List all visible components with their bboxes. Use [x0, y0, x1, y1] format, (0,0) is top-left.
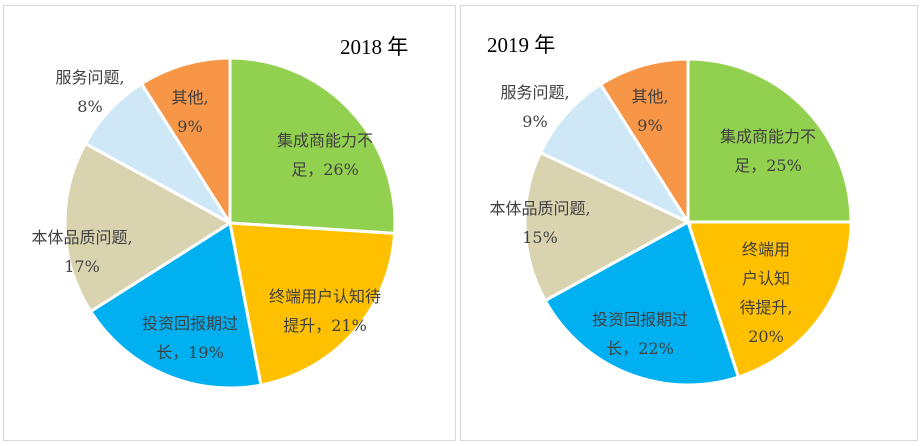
data-label: 本体品质问题, 17%	[31, 228, 132, 276]
data-label: 集成商能力不足，26%	[277, 131, 373, 179]
pie-slice	[523, 150, 692, 303]
data-label-line: 提升，21%	[283, 316, 367, 335]
data-label-line: 足，26%	[291, 160, 359, 179]
pie-2019: 集成商能力不足，25% 终端用户认知待提升, 20% 投资回报期过长，22% 本体品质问…	[489, 57, 853, 387]
pie-slice	[598, 57, 690, 228]
data-label: 服务问题, 9%	[500, 83, 569, 131]
data-label: 终端用户认知待提升，21%	[269, 287, 381, 335]
data-label-line: 集成商能力不	[720, 127, 816, 146]
title-2019: 2019 年	[487, 33, 555, 57]
pie-slice	[88, 220, 263, 390]
pie-2018: 集成商能力不足，26%终端用户认知待提升，21%投资回报期过长，19%本体品质问…	[31, 56, 397, 390]
data-label-line: 待提升,	[739, 298, 792, 317]
data-label-line: 8%	[77, 97, 102, 116]
data-label: 服务问题, 8%	[55, 68, 124, 116]
data-label-line: 长，19%	[156, 343, 224, 362]
pie-slice	[228, 221, 397, 387]
data-label: 其他, 9%	[631, 87, 668, 135]
pie-slice	[686, 57, 853, 224]
data-label-line: 终端用	[742, 240, 790, 259]
data-label-line: 17%	[64, 257, 100, 276]
data-label-line: 本体品质问题,	[31, 228, 132, 247]
data-label-line: 其他,	[631, 87, 668, 106]
data-label-line: 足，25%	[734, 156, 802, 175]
data-label: 本体品质问题, 15%	[489, 199, 590, 247]
pie-slice	[538, 82, 693, 226]
data-label-line: 其他,	[171, 88, 208, 107]
data-label: 集成商能力不足，25%	[720, 127, 816, 175]
data-label: 投资回报期过长，22%	[592, 310, 688, 358]
data-label-line: 15%	[522, 228, 558, 247]
data-label-line: 投资回报期过	[142, 314, 238, 333]
data-label: 其他, 9%	[171, 88, 208, 136]
data-label: 终端用户认知待提升, 20%	[739, 240, 792, 346]
data-label-line: 终端用户认知待	[269, 287, 381, 306]
data-label-line: 9%	[522, 112, 547, 131]
data-label-line: 服务问题,	[500, 83, 569, 102]
title-2018: 2018 年	[340, 35, 408, 59]
data-label-line: 户认知	[742, 269, 790, 288]
pie-slice	[139, 56, 232, 229]
data-label-line: 服务问题,	[55, 68, 124, 87]
data-label: 投资回报期过长，19%	[142, 314, 238, 362]
data-label-line: 20%	[748, 327, 784, 346]
data-label-line: 9%	[637, 116, 662, 135]
pie-slice	[685, 220, 853, 379]
data-label-line: 长，22%	[606, 339, 674, 358]
data-label-line: 9%	[177, 117, 202, 136]
pie-slice	[228, 56, 397, 235]
data-label-line: 本体品质问题,	[489, 199, 590, 218]
data-label-line: 集成商能力不	[277, 131, 373, 150]
data-label-line: 投资回报期过	[592, 310, 688, 329]
pie-slice	[543, 219, 741, 387]
pie-slice	[63, 141, 233, 314]
